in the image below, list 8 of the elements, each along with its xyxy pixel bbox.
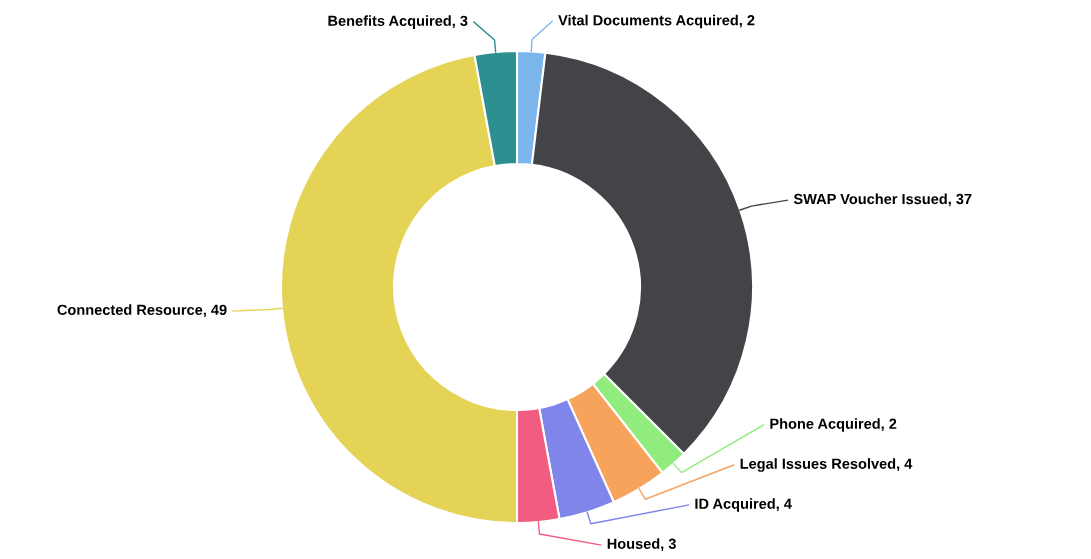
slice-label: Legal Issues Resolved, 4	[740, 458, 913, 472]
slice-label: Housed, 3	[607, 538, 676, 552]
slice-label: ID Acquired, 4	[695, 498, 792, 512]
slice-label: Connected Resource, 49	[57, 304, 227, 318]
slice-label: Vital Documents Acquired, 2	[558, 14, 755, 29]
slice-label: Phone Acquired, 2	[770, 418, 897, 432]
slice-label: Benefits Acquired, 3	[328, 15, 468, 29]
slice-label: SWAP Voucher Issued, 37	[793, 193, 972, 207]
